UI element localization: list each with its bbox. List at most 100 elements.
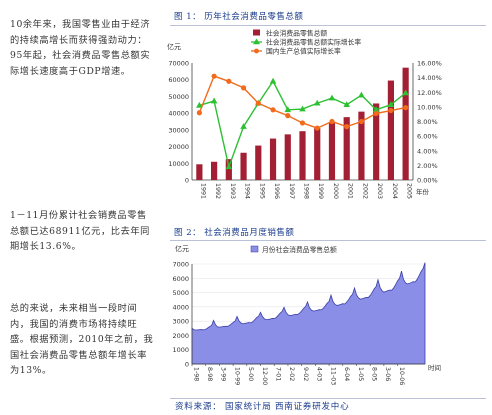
y2-tick-label: 10.00% xyxy=(417,103,442,111)
gdp-growth-point xyxy=(299,120,306,126)
x-tick-label: 5-00 xyxy=(247,367,254,381)
bar xyxy=(402,67,409,180)
source-rule xyxy=(170,398,486,399)
y-tick-label: 7000 xyxy=(172,261,189,269)
gdp-growth-point xyxy=(329,118,335,125)
x-tick-label: 1991 xyxy=(199,183,206,199)
y-tick-label: 3000 xyxy=(172,318,189,326)
bar xyxy=(211,161,218,180)
y2-tick-label: 12.00% xyxy=(417,89,442,97)
x-tick-label: 12-00 xyxy=(261,367,268,385)
intro-paragraph: 10余年来，我国零售业由于经济的持续高增长而获得强劲动力：95年起，社会消费品零… xyxy=(10,19,151,77)
bar xyxy=(284,134,291,180)
retail-growth-point xyxy=(210,97,218,104)
legend-label: 月份社会消费品零售总额 xyxy=(262,245,337,254)
x-tick-label: 2000 xyxy=(332,183,339,199)
y-tick-label: 0 xyxy=(185,177,189,185)
bar xyxy=(255,145,262,180)
y2-tick-label: 8.00% xyxy=(417,118,438,126)
y-tick-label: 20000 xyxy=(168,143,189,151)
y-tick-label: 70000 xyxy=(168,60,189,68)
y-tick-label: 50000 xyxy=(168,93,189,101)
retail-growth-point xyxy=(402,89,409,96)
gdp-growth-point xyxy=(314,125,320,131)
bar xyxy=(269,138,277,180)
x-tick-label: 1999 xyxy=(317,183,324,199)
x-tick-label: 1997 xyxy=(288,183,295,199)
bar xyxy=(225,159,232,180)
x-tick-label: 2001 xyxy=(347,183,354,199)
y-tick-label: 0 xyxy=(185,361,189,369)
x-tick-label: 7-01 xyxy=(275,367,282,381)
ytd-sales-paragraph: 1－11月份累计社会销费品零售总额已达68911亿元，比去年同期增长13.6%。 xyxy=(10,210,150,252)
y2-tick-label: 2.00% xyxy=(417,162,438,170)
x-tick-label: 1992 xyxy=(214,183,221,199)
retail-growth-point xyxy=(313,99,321,106)
x-tick-label: 2002 xyxy=(361,183,368,199)
x-tick-label: 11-03 xyxy=(329,367,336,385)
y-tick-label: 6000 xyxy=(172,275,189,283)
y2-tick-label: 6.00% xyxy=(417,133,438,141)
bar xyxy=(299,131,306,180)
gdp-growth-point xyxy=(255,100,261,106)
gdp-growth-point xyxy=(240,85,247,91)
outlook-paragraph: 总的来说，未来相当一段时间内，我国的消费市场将持续旺盛。根据预测，2010年之前… xyxy=(10,303,154,376)
gdp-growth-point xyxy=(388,107,394,114)
y-tick-label: 60000 xyxy=(168,76,189,84)
x-tick-label: 9-02 xyxy=(302,367,309,381)
gdp-growth-point xyxy=(285,113,291,119)
y2-tick-label: 14.00% xyxy=(417,74,442,82)
x-tick-label: 1-05 xyxy=(357,367,364,381)
gdp-growth-point xyxy=(196,110,202,116)
x-tick-label: 1998 xyxy=(303,183,310,199)
figure1-rule xyxy=(170,25,486,26)
area-series xyxy=(191,262,426,365)
gdp-growth-point xyxy=(270,107,276,113)
x-axis-unit-label: 年份 xyxy=(416,187,430,196)
x-tick-label: 10-06 xyxy=(398,367,405,385)
x-tick-label: 2-02 xyxy=(288,367,295,381)
x-tick-label: 3-99 xyxy=(220,367,227,381)
legend-label: 国内生产总值实际增长率 xyxy=(266,47,341,56)
retail-growth-point xyxy=(196,101,203,108)
retail-growth-point xyxy=(387,101,395,107)
retail-growth-point xyxy=(225,163,233,170)
gdp-growth-point xyxy=(358,118,365,125)
y2-tick-label: 4.00% xyxy=(417,147,438,155)
x-tick-label: 1993 xyxy=(229,183,236,199)
x-tick-label: 2003 xyxy=(376,183,383,199)
x-tick-label: 1994 xyxy=(244,183,251,199)
y-tick-label: 4000 xyxy=(172,303,189,311)
retail-growth-point xyxy=(284,106,292,113)
x-tick-label: 1-98 xyxy=(192,367,199,381)
retail-growth-point xyxy=(372,106,380,113)
legend-label: 社会消费品零售总额 xyxy=(266,29,327,38)
bar xyxy=(373,103,380,180)
source-note: 资料来源： 国家统计局 西南证券研发中心 xyxy=(175,402,350,412)
y2-tick-label: 16.00% xyxy=(417,60,442,68)
legend-swatch xyxy=(250,245,259,253)
x-tick-label: 8-98 xyxy=(206,367,213,381)
retail-growth-point xyxy=(343,101,350,107)
x-tick-label: 10-99 xyxy=(233,367,240,385)
y-tick-label: 1000 xyxy=(172,346,189,354)
legend-label: 社会消费品零售总额实际增长率 xyxy=(266,38,361,47)
figure2-rule xyxy=(170,240,486,241)
legend-swatch-marker xyxy=(254,48,259,54)
x-axis-unit-label: 时间 xyxy=(428,363,441,372)
x-tick-label: 1996 xyxy=(273,183,280,199)
y-axis-unit-label: 亿元 xyxy=(175,244,189,253)
x-tick-label: 4-03 xyxy=(316,367,323,381)
retail-growth-point xyxy=(240,123,247,129)
bar xyxy=(240,152,247,180)
y-tick-label: 40000 xyxy=(168,110,189,118)
gdp-growth-point xyxy=(211,73,217,79)
monthly-retail-sales-chart: 亿元 0 1000 2000 3000 4000 5000 6000 7000 1-98 8-98 3… xyxy=(172,244,441,385)
bar xyxy=(343,117,350,180)
x-tick-label: 1995 xyxy=(258,183,265,199)
x-tick-label: 2005 xyxy=(406,183,413,199)
figure2-title: 图 2： 社会消费品月度销售额 xyxy=(174,228,295,238)
gdp-growth-point xyxy=(373,110,379,117)
bar xyxy=(387,80,394,180)
retail-growth-point xyxy=(299,105,306,112)
